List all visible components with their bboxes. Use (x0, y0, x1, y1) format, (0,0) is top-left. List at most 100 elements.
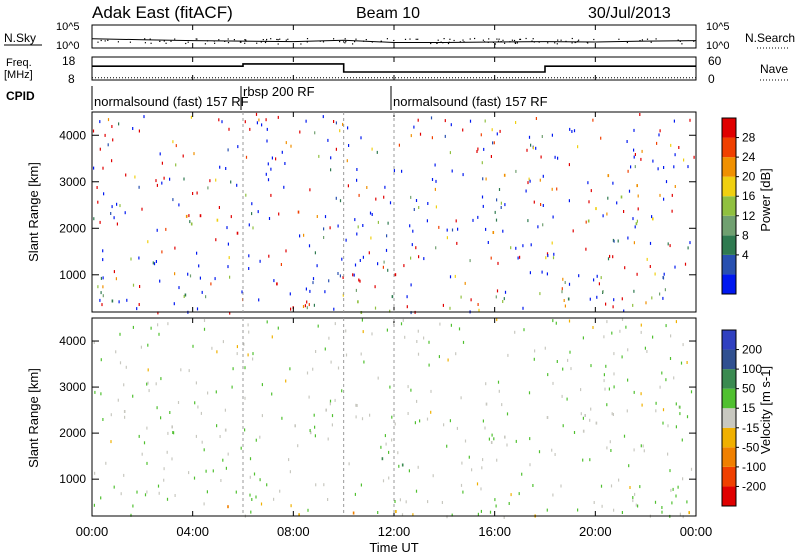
data-point (458, 327, 461, 331)
data-point (370, 236, 372, 240)
data-point (551, 133, 553, 137)
data-point (288, 458, 290, 462)
data-point (515, 121, 517, 124)
freq-panel: Freq. [MHz] 18 8 60 0 Nave (4, 54, 790, 86)
data-point (552, 256, 555, 260)
data-point (663, 166, 665, 169)
data-point (393, 321, 395, 325)
data-point (219, 435, 221, 438)
data-point (589, 297, 591, 301)
data-point (519, 255, 521, 259)
data-point (485, 382, 487, 386)
colorbar-tick-label: 8 (742, 228, 749, 242)
data-point (222, 340, 224, 344)
data-point (156, 228, 158, 232)
colorbar-tick-label: -200 (742, 479, 766, 493)
data-point (487, 241, 489, 244)
data-point (678, 146, 680, 149)
data-point (491, 128, 493, 132)
data-point (100, 358, 102, 362)
data-point (397, 451, 399, 455)
data-point (627, 169, 629, 173)
data-point (616, 201, 618, 205)
data-point (240, 446, 242, 450)
data-point (561, 394, 563, 398)
data-point (147, 343, 149, 347)
nsky-point (440, 41, 442, 43)
nsky-point (492, 41, 495, 43)
data-point (464, 281, 466, 285)
data-point (634, 225, 636, 229)
data-point (406, 295, 408, 299)
nsky-point (262, 39, 264, 41)
data-point (535, 146, 537, 150)
data-point (235, 490, 237, 494)
data-point (250, 510, 252, 514)
data-point (682, 515, 684, 519)
data-point (661, 371, 663, 375)
data-point (632, 303, 634, 307)
data-point (130, 513, 132, 517)
data-point (357, 225, 359, 229)
nsky-point (365, 39, 367, 41)
data-point (535, 117, 537, 120)
data-point (354, 263, 357, 267)
data-point (628, 464, 630, 468)
data-point (521, 472, 523, 476)
data-point (123, 473, 125, 477)
colorbar-segment (722, 176, 736, 197)
data-point (608, 387, 610, 391)
nsky-point (447, 42, 450, 45)
data-point (662, 421, 664, 425)
data-point (496, 198, 498, 202)
data-point (243, 342, 245, 346)
data-point (117, 398, 119, 402)
data-point (231, 385, 233, 389)
data-point (672, 487, 674, 491)
data-point (686, 415, 689, 419)
velocity-ylabel: Slant Range [km] (26, 368, 41, 468)
data-point (657, 167, 659, 171)
data-point (175, 163, 177, 167)
nsky-point (150, 42, 152, 44)
data-point (612, 181, 614, 185)
data-point (619, 329, 621, 333)
data-point (229, 275, 231, 279)
data-point (496, 318, 498, 322)
data-point (252, 357, 254, 361)
data-point (380, 445, 382, 449)
colorbar-segment (722, 349, 736, 370)
nsky-point (277, 39, 279, 41)
velocity-colorbar: 200 100 50 15 -15 -50 -100 -200 (721, 329, 766, 507)
nsky-point (277, 43, 279, 45)
data-point (627, 236, 629, 240)
data-point (417, 329, 419, 333)
data-point (675, 402, 677, 406)
data-point (533, 200, 535, 204)
data-point (278, 212, 280, 216)
nsky-point (514, 42, 517, 44)
colorbar-tick-label: -50 (742, 440, 760, 454)
data-point (195, 434, 197, 438)
data-point (97, 200, 99, 204)
data-point (690, 467, 693, 471)
data-point (355, 415, 357, 419)
data-point (147, 368, 149, 372)
data-point (407, 385, 409, 389)
data-point (194, 401, 196, 405)
data-point (446, 444, 448, 448)
data-point (493, 437, 495, 441)
data-point (661, 506, 663, 509)
data-point (482, 204, 484, 208)
data-point (430, 410, 432, 414)
data-point (410, 134, 412, 138)
y-tick-label: 3000 (59, 380, 86, 394)
nsky-point (538, 41, 540, 43)
nsearch-label: N.Search (745, 31, 795, 45)
nsky-point (557, 39, 559, 41)
data-point (480, 509, 482, 513)
data-point (134, 175, 136, 179)
nsky-point (533, 41, 535, 43)
data-point (102, 285, 104, 289)
power-colorbar: 28 24 20 16 12 8 4 (721, 117, 756, 295)
